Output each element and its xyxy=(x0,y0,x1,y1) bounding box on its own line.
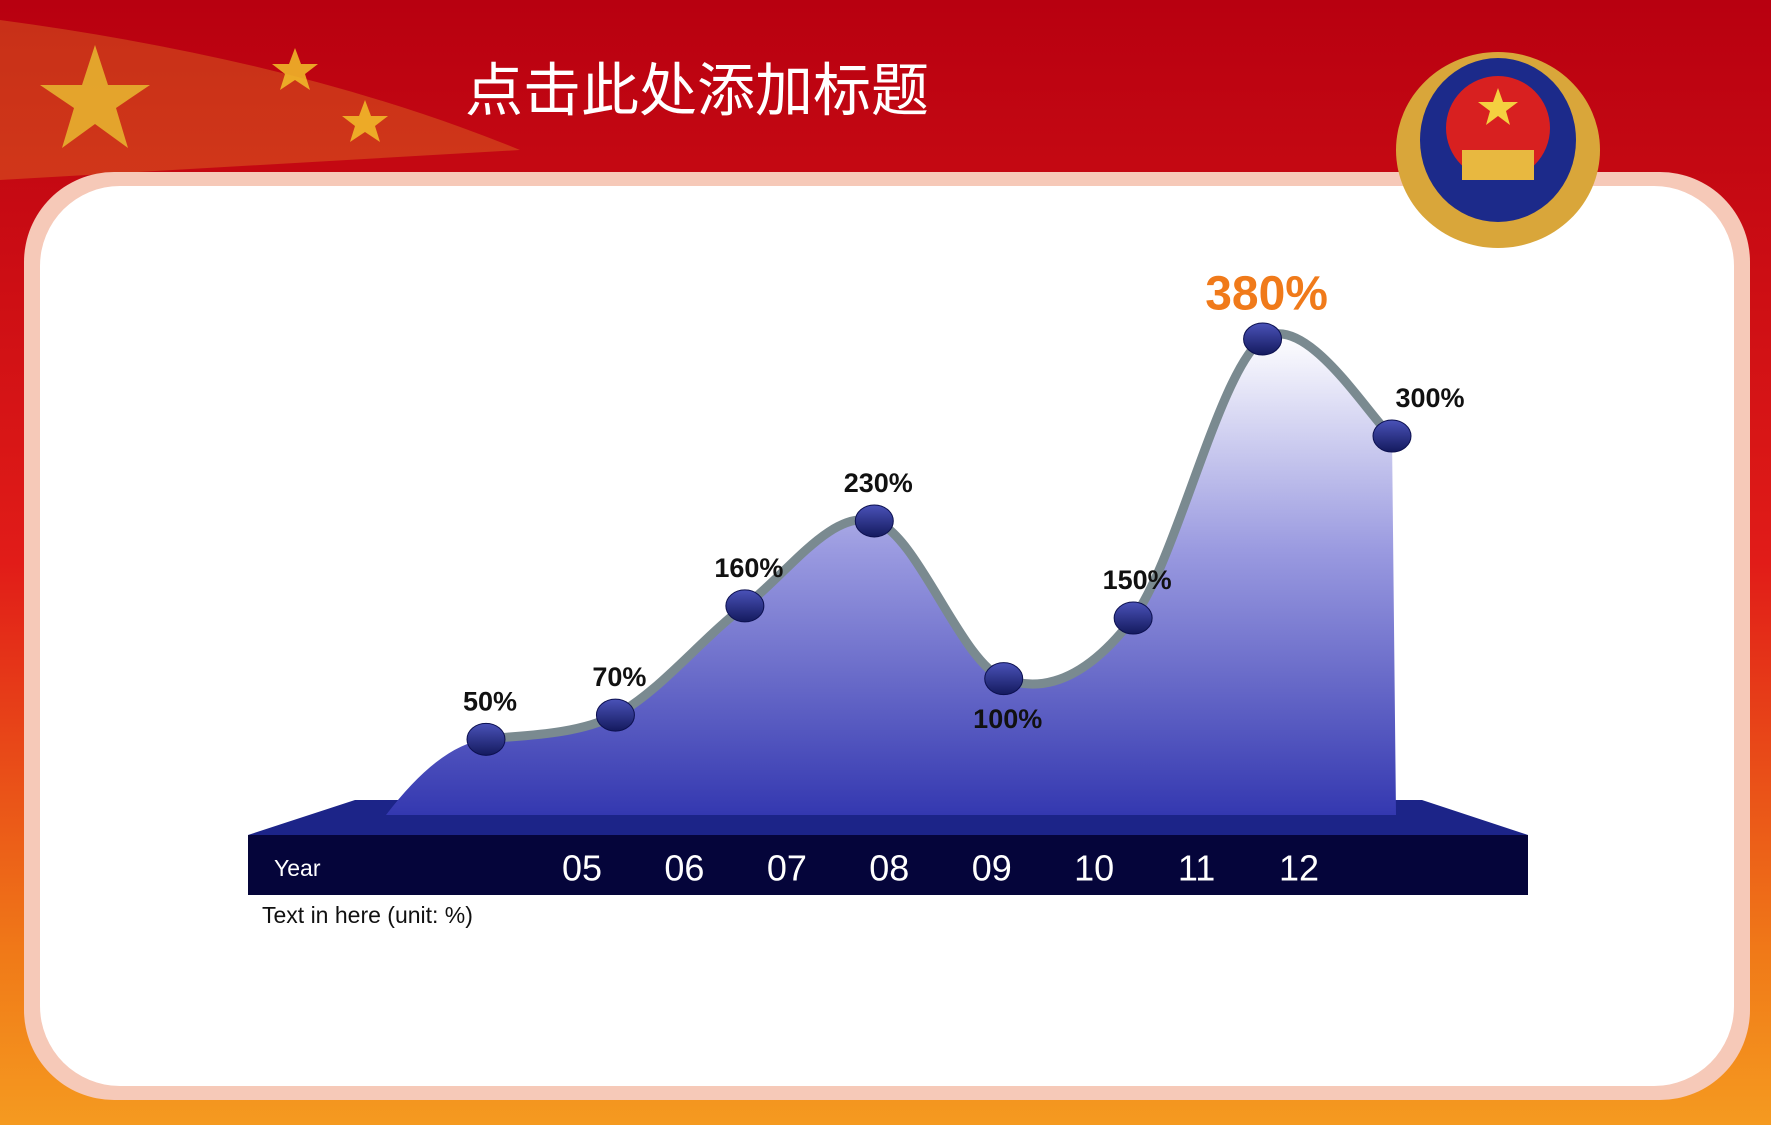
x-tick-label: 08 xyxy=(869,848,909,889)
x-tick-label: 05 xyxy=(562,848,602,889)
data-point xyxy=(595,698,635,732)
data-label: 70% xyxy=(592,662,646,692)
data-point xyxy=(854,504,894,538)
base-front xyxy=(248,835,1528,895)
title: 点击此处添加标题 xyxy=(465,58,929,123)
star xyxy=(342,100,388,142)
x-tick-label: 06 xyxy=(664,848,704,889)
data-label: 50% xyxy=(463,686,517,716)
data-label: 150% xyxy=(1103,565,1172,595)
area-fill xyxy=(386,333,1396,815)
data-label: 100% xyxy=(973,704,1042,734)
data-point xyxy=(1113,601,1153,635)
x-tick-label: 09 xyxy=(972,848,1012,889)
data-label: 300% xyxy=(1395,383,1464,413)
data-label: 160% xyxy=(714,553,783,583)
x-tick-label: 11 xyxy=(1178,848,1215,889)
star xyxy=(272,48,318,90)
star xyxy=(40,45,150,148)
data-point xyxy=(984,662,1024,696)
x-axis-label: Year xyxy=(274,855,321,881)
data-point xyxy=(1243,322,1283,356)
flag-wave xyxy=(0,20,520,180)
x-tick-label: 12 xyxy=(1279,848,1319,889)
note: Text in here (unit: %) xyxy=(262,902,473,928)
data-point xyxy=(1372,419,1412,453)
emblem xyxy=(1396,52,1600,248)
x-tick-label: 07 xyxy=(767,848,807,889)
data-point xyxy=(725,589,765,623)
data-label: 380% xyxy=(1205,268,1328,321)
x-tick-label: 10 xyxy=(1074,848,1114,889)
data-label: 230% xyxy=(844,468,913,498)
plot: 05 06 07 08 09 10 11 12 50% 70% 160% 230% 100% 150% 38… xyxy=(386,268,1465,889)
data-point xyxy=(466,722,506,756)
